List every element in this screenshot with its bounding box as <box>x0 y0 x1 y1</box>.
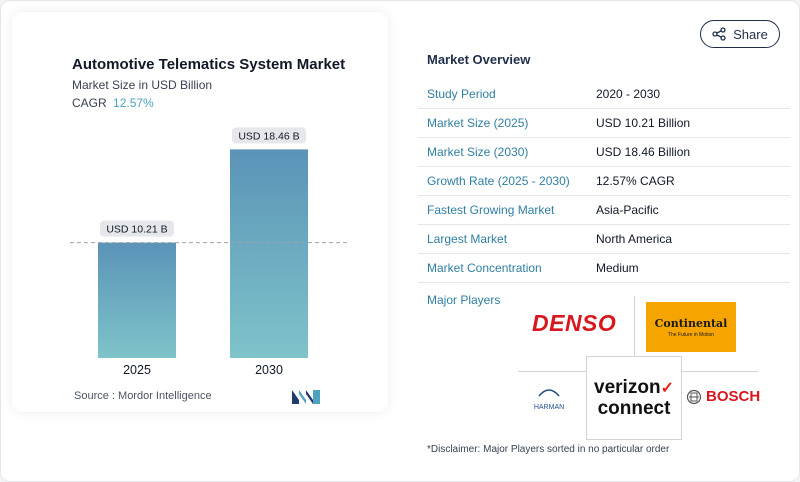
mordor-logo-icon <box>292 390 320 404</box>
overview-label: Study Period <box>427 87 496 101</box>
overview-value: North America <box>596 232 673 246</box>
source-text: Source : Mordor Intelligence <box>74 390 212 402</box>
overview-row-market-size-2025: Market Size (2025) USD 10.21 Billion <box>418 109 790 138</box>
harman-mark-icon <box>538 389 560 397</box>
overview-row-market-size-2030: Market Size (2030) USD 18.46 Billion <box>418 138 790 167</box>
bar-chart: USD 10.21 B 2025 USD 18.46 B 2030 <box>70 127 348 377</box>
overview-value: Asia-Pacific <box>596 203 659 217</box>
continental-tagline: The Future in Motion <box>667 331 715 338</box>
data-label-box <box>100 220 174 237</box>
divider <box>518 371 586 372</box>
overview-table: Study Period 2020 - 2030 Market Size (20… <box>418 80 790 283</box>
overview-label: Growth Rate (2025 - 2030) <box>427 174 570 188</box>
data-label: USD 18.46 B <box>238 130 299 142</box>
verizon-name: verizon <box>594 376 661 398</box>
overview-row-study-period: Study Period 2020 - 2030 <box>418 80 790 109</box>
divider <box>682 371 758 372</box>
divider <box>634 296 635 356</box>
chart-title: Automotive Telematics System Market <box>72 56 346 73</box>
source-value: Mordor Intelligence <box>118 390 212 402</box>
check-icon: ✓ <box>660 379 674 397</box>
x-tick-label: 2030 <box>255 363 283 377</box>
overview-label: Fastest Growing Market <box>427 203 555 217</box>
cagr-value: 12.57% <box>113 96 154 110</box>
overview-title: Market Overview <box>427 52 531 67</box>
overview-label: Largest Market <box>427 232 508 246</box>
overview-label: Market Size (2025) <box>427 116 529 130</box>
continental-name: Continental <box>654 316 728 330</box>
harman-logo: HARMAN <box>522 384 576 411</box>
data-label: USD 10.21 B <box>106 224 167 236</box>
overview-row-growth-rate: Growth Rate (2025 - 2030) 12.57% CAGR <box>418 167 790 196</box>
x-tick-label: 2025 <box>123 363 151 377</box>
overview-value: Medium <box>596 261 639 275</box>
overview-row-fastest-growing: Fastest Growing Market Asia-Pacific <box>418 196 790 225</box>
bosch-logo: BOSCH <box>686 388 760 405</box>
overview-value: 12.57% CAGR <box>596 174 675 188</box>
chart-card: Automotive Telematics System Market Mark… <box>12 12 388 412</box>
source-label: Source : <box>74 390 115 402</box>
players-grid: DENSO Continental The Future in Motion v… <box>518 296 760 442</box>
overview-row-concentration: Market Concentration Medium <box>418 254 790 283</box>
overview-label: Market Size (2030) <box>427 145 529 159</box>
overview-value: 2020 - 2030 <box>596 87 661 101</box>
share-icon <box>712 27 726 41</box>
overview-label: Market Concentration <box>427 261 542 275</box>
overview-row-largest-market: Largest Market North America <box>418 225 790 254</box>
players-title: Major Players <box>427 293 501 307</box>
verizon-connect-text: connect <box>597 397 671 419</box>
bosch-name: BOSCH <box>706 388 761 405</box>
bar-2025 <box>98 242 176 358</box>
overview-value: USD 10.21 Billion <box>596 116 691 130</box>
share-button[interactable]: Share <box>700 20 780 48</box>
bar-2030 <box>230 149 308 358</box>
continental-logo: Continental The Future in Motion <box>646 302 736 352</box>
chart-subtitle: Market Size in USD Billion <box>72 78 213 92</box>
chart-cagr: CAGR 12.57% <box>72 96 154 110</box>
harman-name: HARMAN <box>533 404 565 411</box>
bosch-armature-icon <box>686 389 702 404</box>
share-label: Share <box>733 26 768 42</box>
verizon-connect-logo: verizon✓ connect <box>586 356 682 440</box>
overview-value: USD 18.46 Billion <box>596 145 691 159</box>
cagr-label: CAGR <box>72 96 107 110</box>
data-label-box <box>232 127 306 144</box>
denso-logo: DENSO <box>532 310 617 336</box>
disclaimer-text: *Disclaimer: Major Players sorted in no … <box>427 444 670 455</box>
